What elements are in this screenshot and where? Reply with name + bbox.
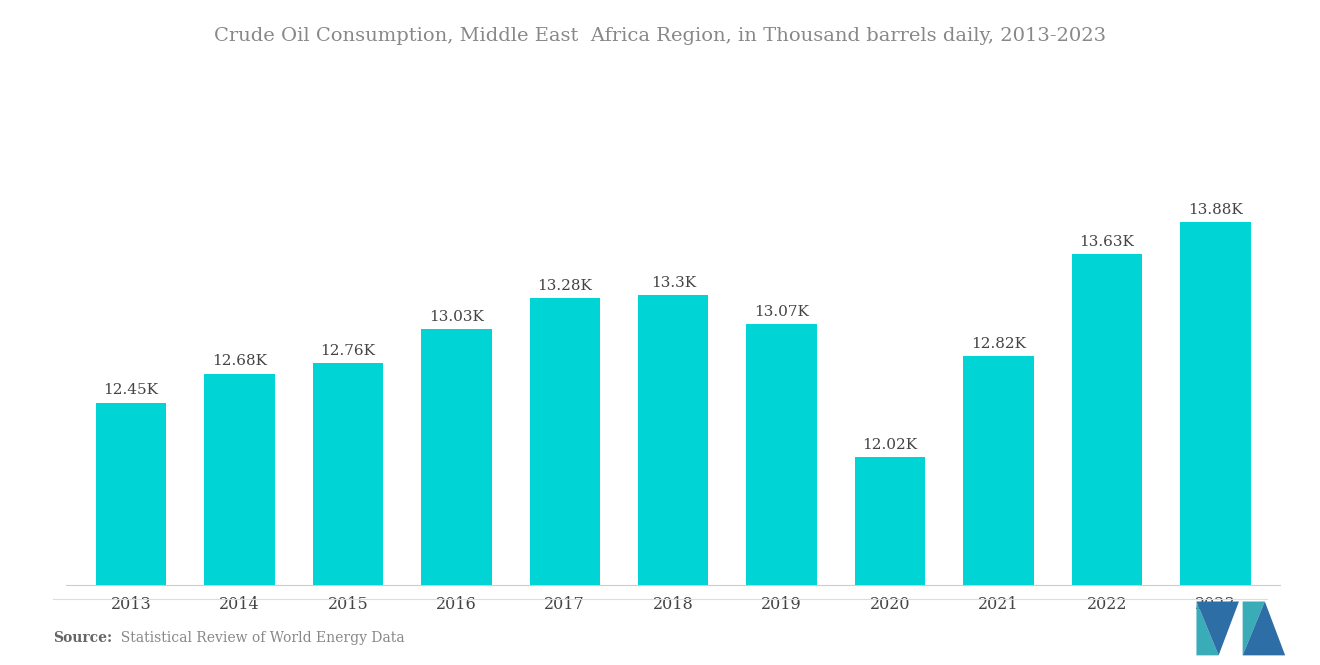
Text: 13.03K: 13.03K: [429, 311, 484, 325]
Bar: [855, 457, 925, 665]
Text: 13.07K: 13.07K: [754, 305, 809, 319]
Bar: [96, 402, 166, 665]
Bar: [1072, 254, 1142, 665]
Bar: [313, 364, 383, 665]
Bar: [964, 356, 1034, 665]
Bar: [746, 325, 817, 665]
Text: 12.68K: 12.68K: [213, 354, 267, 368]
Bar: [1180, 222, 1250, 665]
Text: 13.28K: 13.28K: [537, 279, 593, 293]
Text: 13.3K: 13.3K: [651, 277, 696, 291]
Bar: [205, 374, 275, 665]
Bar: [421, 329, 491, 665]
Text: 13.88K: 13.88K: [1188, 203, 1242, 217]
Text: 13.63K: 13.63K: [1080, 235, 1134, 249]
Text: 12.45K: 12.45K: [103, 384, 158, 398]
Text: 12.76K: 12.76K: [321, 344, 375, 358]
Text: 12.02K: 12.02K: [862, 438, 917, 452]
Bar: [638, 295, 709, 665]
Text: Source:: Source:: [53, 631, 112, 645]
Bar: [529, 298, 601, 665]
Text: 12.82K: 12.82K: [972, 337, 1026, 351]
Text: Statistical Review of World Energy Data: Statistical Review of World Energy Data: [112, 631, 405, 645]
Text: Crude Oil Consumption, Middle East  Africa Region, in Thousand barrels daily, 20: Crude Oil Consumption, Middle East Afric…: [214, 27, 1106, 45]
